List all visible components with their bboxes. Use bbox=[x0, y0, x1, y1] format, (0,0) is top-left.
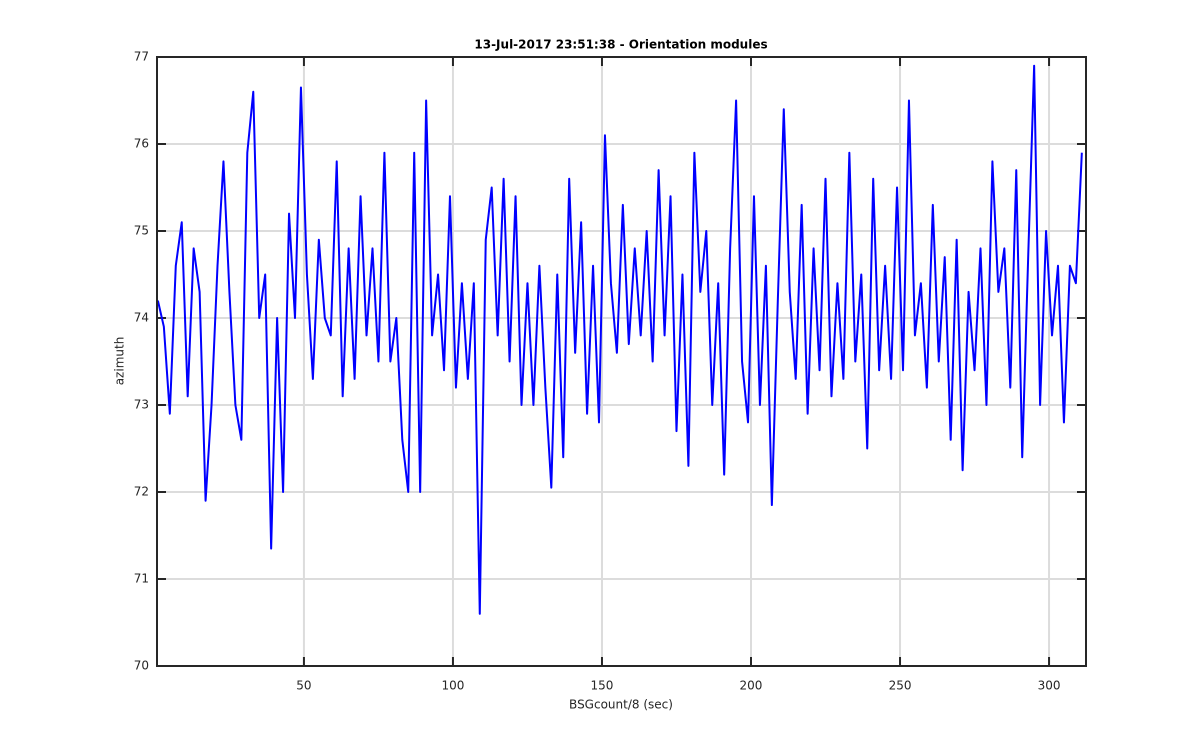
y-tick-label: 72 bbox=[134, 485, 149, 499]
x-tick-label: 200 bbox=[740, 679, 763, 693]
axes-box bbox=[156, 56, 1087, 667]
y-tick-label: 76 bbox=[134, 137, 149, 151]
x-tick-label: 300 bbox=[1038, 679, 1061, 693]
y-tick-label: 71 bbox=[134, 572, 149, 586]
x-tick-label: 250 bbox=[889, 679, 912, 693]
x-tick-label: 50 bbox=[296, 679, 311, 693]
y-tick-label: 70 bbox=[134, 659, 149, 673]
y-axis-label: azimuth bbox=[113, 337, 127, 386]
data-line bbox=[157, 64, 1083, 615]
x-tick-label: 100 bbox=[442, 679, 465, 693]
chart-title: 13-Jul-2017 23:51:38 - Orientation modul… bbox=[474, 38, 767, 52]
y-tick-label: 75 bbox=[134, 224, 149, 238]
y-tick-label: 73 bbox=[134, 398, 149, 412]
y-tick-label: 77 bbox=[134, 50, 149, 64]
x-tick-label: 150 bbox=[591, 679, 614, 693]
y-tick-label: 74 bbox=[134, 311, 149, 325]
x-axis-label: BSGcount/8 (sec) bbox=[569, 698, 673, 712]
